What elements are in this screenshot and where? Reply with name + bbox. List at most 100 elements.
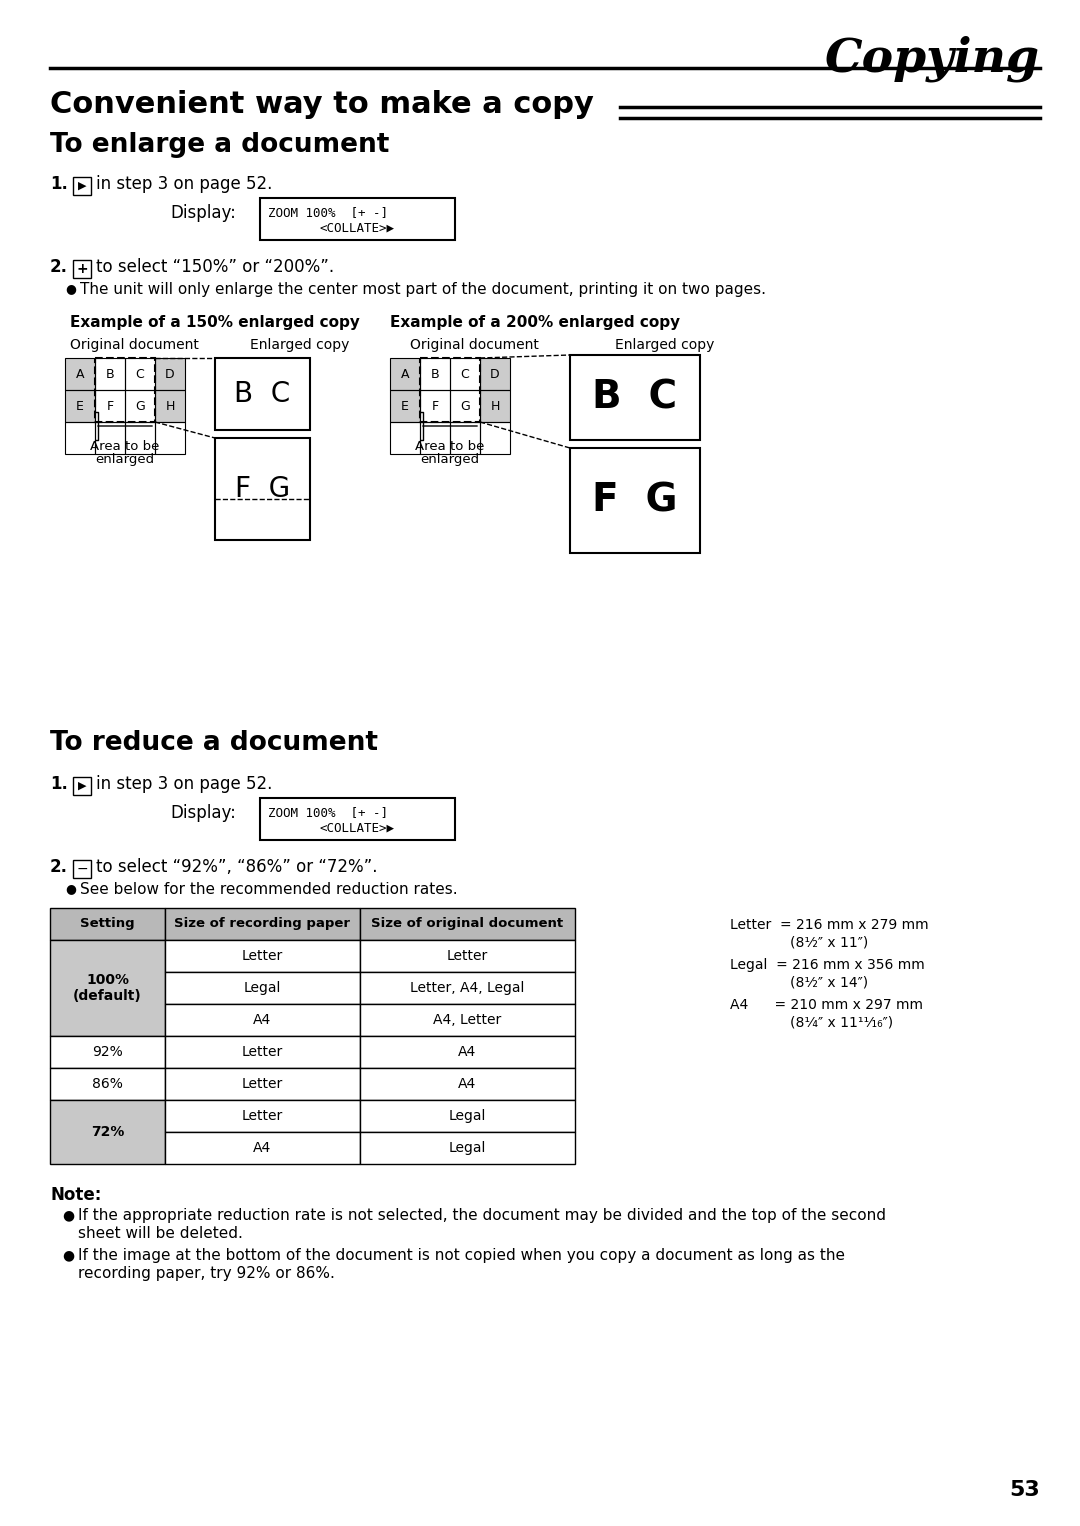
Text: Size of recording paper: Size of recording paper (175, 917, 351, 931)
Bar (420, 391, 450, 423)
Text: A4: A4 (458, 1045, 476, 1059)
Text: B  C: B C (234, 380, 291, 407)
Text: to select “150%” or “200%”.: to select “150%” or “200%”. (96, 258, 334, 276)
Bar (65, 423, 95, 455)
Text: Legal: Legal (449, 1109, 486, 1123)
Text: C: C (136, 368, 145, 380)
Text: Copying: Copying (825, 35, 1040, 81)
Text: Size of original document: Size of original document (372, 917, 564, 931)
Bar (360, 1068, 575, 1100)
Text: 86%: 86% (92, 1077, 123, 1091)
Bar (480, 359, 510, 391)
Text: If the appropriate reduction rate is not selected, the document may be divided a: If the appropriate reduction rate is not… (78, 1209, 886, 1222)
Text: ●: ● (62, 1209, 75, 1222)
Bar (480, 423, 510, 455)
Text: in step 3 on page 52.: in step 3 on page 52. (96, 775, 272, 794)
Text: Letter: Letter (447, 949, 488, 963)
Text: E: E (76, 400, 84, 412)
Text: F  G: F G (592, 482, 678, 519)
Bar (65, 359, 95, 423)
Bar (165, 1068, 360, 1100)
Text: Example of a 200% enlarged copy: Example of a 200% enlarged copy (390, 314, 680, 330)
Bar (73, 861, 91, 877)
Bar (390, 391, 420, 423)
Text: Area to be: Area to be (91, 439, 160, 453)
Text: enlarged: enlarged (420, 453, 480, 465)
Text: sheet will be deleted.: sheet will be deleted. (78, 1225, 243, 1241)
Bar (360, 1132, 575, 1164)
Bar (65, 391, 95, 423)
Text: ZOOM 100%  [+ -]: ZOOM 100% [+ -] (268, 206, 388, 220)
Text: A: A (76, 368, 84, 380)
Bar (73, 259, 91, 278)
Text: To reduce a document: To reduce a document (50, 729, 378, 755)
Text: <COLLATE>▶: <COLLATE>▶ (320, 221, 395, 235)
Text: Area to be: Area to be (416, 439, 485, 453)
Bar (165, 1004, 360, 1036)
Text: F  G: F G (235, 475, 291, 504)
Text: Display:: Display: (170, 804, 235, 823)
Text: ▶: ▶ (78, 182, 86, 191)
Text: 1.: 1. (50, 175, 68, 192)
Bar (165, 1132, 360, 1164)
Text: Letter: Letter (242, 1109, 283, 1123)
Text: A4: A4 (254, 1141, 272, 1155)
Bar (165, 908, 360, 940)
Text: 92%: 92% (92, 1045, 123, 1059)
Text: A4      = 210 mm x 297 mm: A4 = 210 mm x 297 mm (730, 998, 923, 1012)
Text: ▶: ▶ (78, 781, 86, 790)
Text: Legal  = 216 mm x 356 mm: Legal = 216 mm x 356 mm (730, 958, 924, 972)
Bar (570, 356, 700, 439)
Text: in step 3 on page 52.: in step 3 on page 52. (96, 175, 272, 192)
Bar (450, 423, 480, 455)
Bar (165, 1036, 360, 1068)
Text: D: D (165, 368, 175, 380)
Text: H: H (165, 400, 175, 412)
Text: B  C: B C (593, 378, 677, 417)
Text: The unit will only enlarge the center most part of the document, printing it on : The unit will only enlarge the center mo… (80, 282, 766, 298)
Bar (165, 972, 360, 1004)
Bar (420, 359, 480, 423)
Bar (165, 940, 360, 972)
Text: 2.: 2. (50, 258, 68, 276)
Bar (95, 359, 156, 423)
Bar (390, 359, 420, 423)
Text: Letter  = 216 mm x 279 mm: Letter = 216 mm x 279 mm (730, 919, 929, 932)
Text: G: G (460, 400, 470, 412)
Text: Note:: Note: (50, 1186, 102, 1204)
Bar (50, 1036, 165, 1068)
Text: B: B (106, 368, 114, 380)
Bar (95, 391, 125, 423)
Bar (260, 798, 455, 839)
Text: A4: A4 (458, 1077, 476, 1091)
Text: Legal: Legal (449, 1141, 486, 1155)
Bar (95, 359, 125, 391)
Bar (360, 1004, 575, 1036)
Text: A4, Letter: A4, Letter (433, 1013, 501, 1027)
Text: Setting: Setting (80, 917, 135, 931)
Bar (450, 391, 480, 423)
Bar (570, 449, 700, 552)
Bar (360, 908, 575, 940)
Bar (390, 423, 420, 455)
Bar (95, 423, 125, 455)
Text: Enlarged copy: Enlarged copy (249, 337, 349, 353)
Text: Letter, A4, Legal: Letter, A4, Legal (410, 981, 525, 995)
Text: D: D (490, 368, 500, 380)
Bar (50, 908, 165, 940)
Text: 72%: 72% (91, 1125, 124, 1138)
Text: Convenient way to make a copy: Convenient way to make a copy (50, 90, 594, 119)
Bar (215, 438, 310, 540)
Text: H: H (490, 400, 500, 412)
Bar (420, 423, 450, 455)
Text: recording paper, try 92% or 86%.: recording paper, try 92% or 86%. (78, 1267, 335, 1280)
Bar (73, 177, 91, 195)
Bar (420, 359, 450, 391)
Text: to select “92%”, “86%” or “72%”.: to select “92%”, “86%” or “72%”. (96, 858, 378, 876)
Bar (50, 1100, 165, 1164)
Text: +: + (77, 262, 87, 276)
Text: ZOOM 100%  [+ -]: ZOOM 100% [+ -] (268, 806, 388, 819)
Text: 2.: 2. (50, 858, 68, 876)
Text: A: A (401, 368, 409, 380)
Bar (480, 359, 510, 423)
